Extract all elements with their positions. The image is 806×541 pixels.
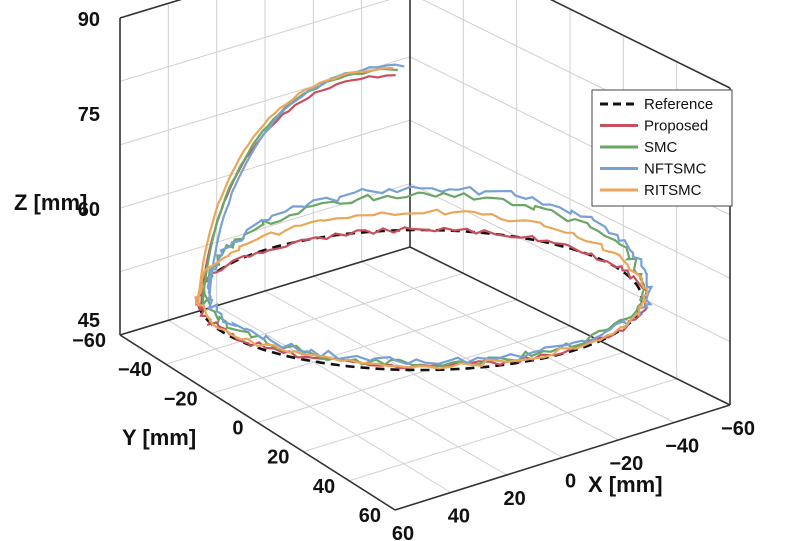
z-tick-label: 45 bbox=[78, 310, 100, 332]
grid-line-36 bbox=[119, 0, 390, 82]
grid-line-31 bbox=[409, 183, 731, 343]
z-tick-label: 90 bbox=[78, 9, 100, 31]
series-line-nftsmc bbox=[206, 63, 654, 366]
x-tick-label: 20 bbox=[504, 488, 526, 510]
y-tick-label: −60 bbox=[72, 330, 106, 352]
y-axis-label: Y [mm] bbox=[122, 425, 196, 450]
axes-box bbox=[119, 0, 731, 511]
x-tick-label: 40 bbox=[448, 506, 470, 528]
axis-edge-floor-right bbox=[409, 246, 731, 406]
y-tick-label: −40 bbox=[118, 359, 152, 381]
grid-line-33 bbox=[409, 119, 731, 279]
x-tick-label: 60 bbox=[392, 523, 414, 541]
tick-labels: −60 −40 −20 0 20 40 60 60 40 20 0 −20 −40 −60 90 75 60 45 bbox=[72, 9, 755, 541]
y-tick-label: −20 bbox=[164, 388, 198, 410]
axis-edge-y bbox=[119, 334, 396, 511]
legend-label: RITSMC bbox=[644, 182, 702, 199]
axis-edge-x bbox=[394, 404, 731, 511]
axis-edge-top-left bbox=[119, 0, 183, 19]
axis-edge-top-right bbox=[549, 0, 731, 89]
x-axis-label: X [mm] bbox=[588, 472, 663, 497]
x-tick-label: 0 bbox=[565, 471, 576, 493]
grid-line-17 bbox=[313, 275, 619, 441]
legend: Reference Proposed SMC NFTSMC RITSMC bbox=[591, 89, 733, 207]
z-tick-label: 75 bbox=[78, 104, 100, 126]
x-tick-label: −60 bbox=[721, 418, 755, 440]
series-line-reference bbox=[196, 228, 644, 372]
z-axis-label: Z [mm] bbox=[14, 190, 87, 215]
series-line-smc bbox=[201, 67, 646, 368]
grid-line-32 bbox=[119, 119, 411, 209]
legend-label: SMC bbox=[644, 139, 678, 156]
y-tick-label: 60 bbox=[359, 505, 381, 527]
axis-edge-floor-left bbox=[119, 246, 411, 336]
y-tick-label: 40 bbox=[313, 476, 335, 498]
legend-label: Reference bbox=[644, 96, 713, 113]
grid-line-13 bbox=[264, 290, 563, 458]
trajectories bbox=[194, 63, 654, 372]
y-tick-label: 0 bbox=[232, 418, 243, 440]
z-tick-label: 60 bbox=[78, 199, 100, 221]
y-tick-label: 20 bbox=[267, 447, 289, 469]
legend-label: Proposed bbox=[644, 118, 708, 135]
x-tick-label: −40 bbox=[665, 436, 699, 458]
x-tick-label: −20 bbox=[609, 453, 643, 475]
legend-label: NFTSMC bbox=[644, 161, 707, 178]
grid-line-21 bbox=[361, 261, 675, 423]
series-line-ritsmc bbox=[194, 67, 649, 370]
